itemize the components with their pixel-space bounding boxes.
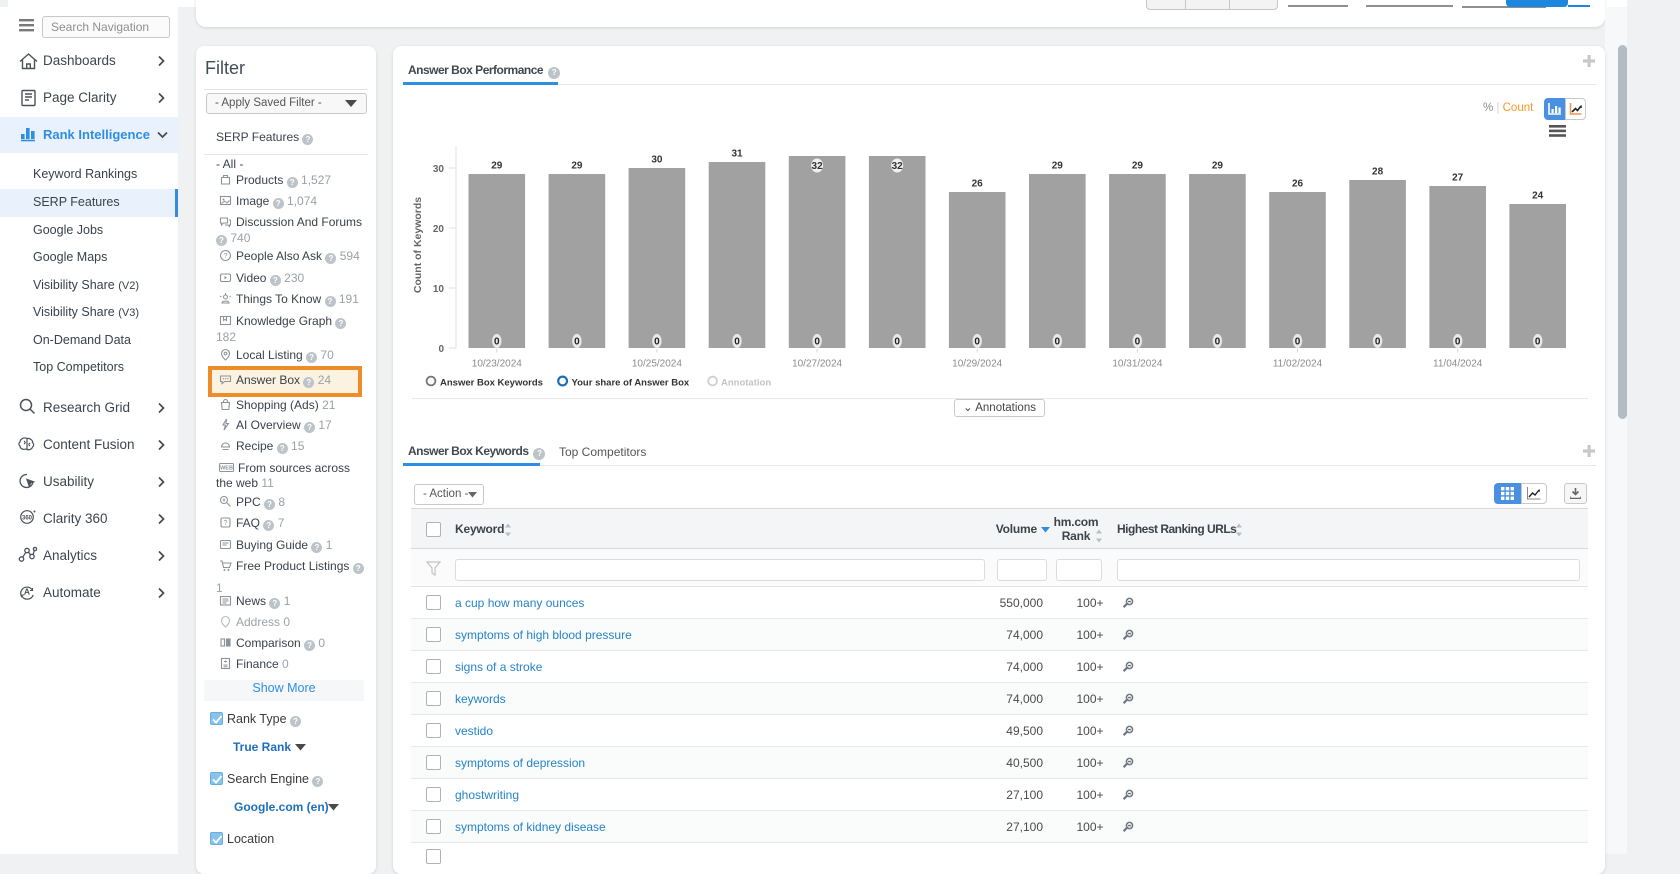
svg-text:WEB: WEB <box>220 466 233 472</box>
svg-text:?: ? <box>224 253 228 260</box>
svg-text:?: ? <box>224 520 228 527</box>
